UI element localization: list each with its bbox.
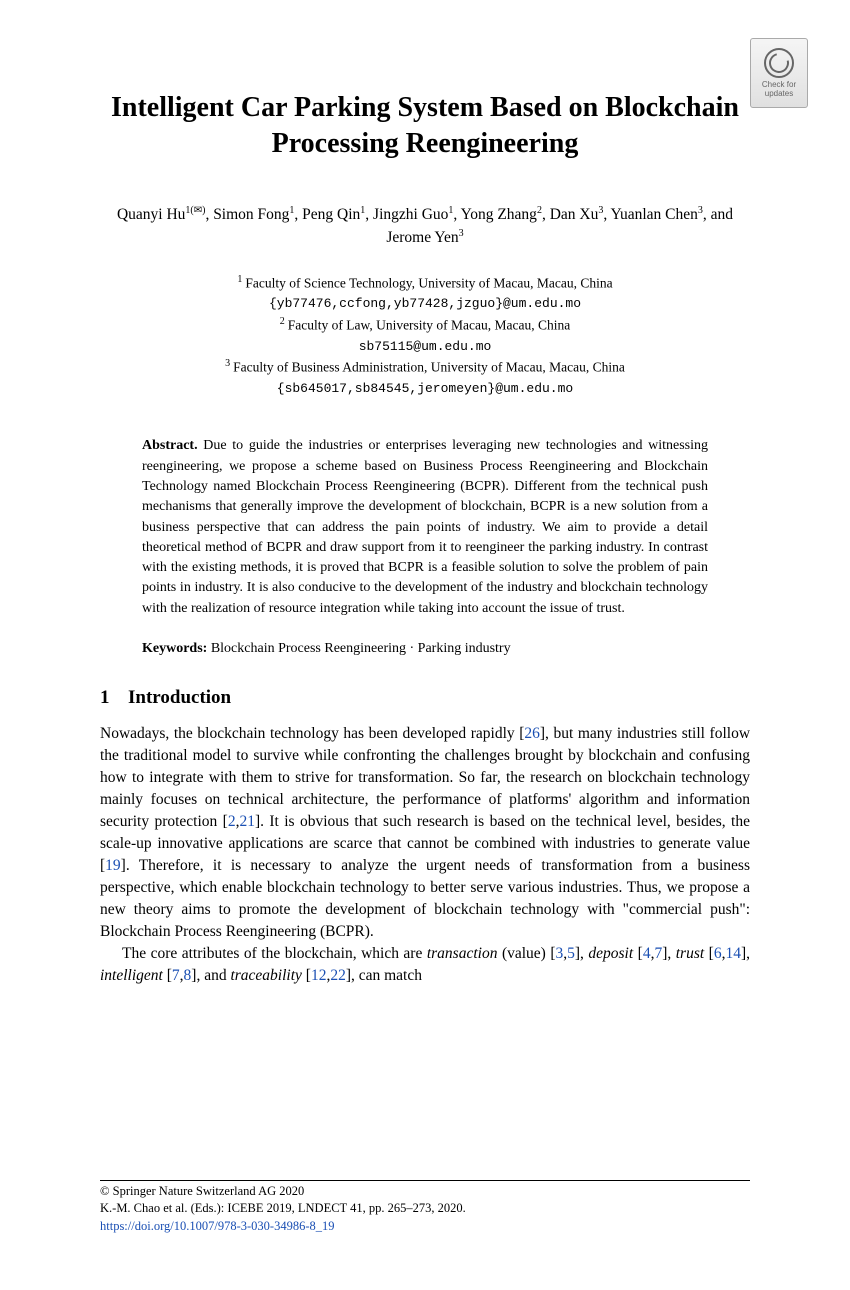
check-for-updates-badge[interactable]: Check forupdates bbox=[750, 38, 808, 108]
updates-icon bbox=[764, 48, 794, 78]
ref-14[interactable]: 14 bbox=[725, 945, 741, 962]
keywords-text: Blockchain Process Reengineering · Parki… bbox=[211, 641, 511, 656]
keywords-label: Keywords: bbox=[142, 641, 207, 656]
doi-link[interactable]: https://doi.org/10.1007/978-3-030-34986-… bbox=[100, 1219, 335, 1233]
ref-19[interactable]: 19 bbox=[105, 857, 121, 874]
affiliation-2: 2Faculty of Law, University of Macau, Ma… bbox=[100, 314, 750, 356]
ref-7b[interactable]: 7 bbox=[172, 967, 180, 984]
affiliation-3-email: {sb645017,sb84545,jeromeyen}@um.edu.mo bbox=[277, 381, 573, 396]
section-1-heading: 1Introduction bbox=[100, 687, 750, 709]
copyright-line: © Springer Nature Switzerland AG 2020 bbox=[100, 1183, 750, 1201]
citation-line: K.-M. Chao et al. (Eds.): ICEBE 2019, LN… bbox=[100, 1200, 750, 1218]
ref-4[interactable]: 4 bbox=[643, 945, 651, 962]
ref-22[interactable]: 22 bbox=[330, 967, 346, 984]
abstract-text: Due to guide the industries or enterpris… bbox=[142, 438, 708, 615]
paper-title: Intelligent Car Parking System Based on … bbox=[100, 90, 750, 163]
affiliations: 1Faculty of Science Technology, Universi… bbox=[100, 272, 750, 399]
ref-6[interactable]: 6 bbox=[714, 945, 722, 962]
ref-26[interactable]: 26 bbox=[524, 725, 540, 742]
ref-21[interactable]: 21 bbox=[239, 813, 255, 830]
authors-list: Quanyi Hu1(✉), Simon Fong1, Peng Qin1, J… bbox=[100, 203, 750, 250]
ref-2[interactable]: 2 bbox=[228, 813, 236, 830]
intro-paragraph-1: Nowadays, the blockchain technology has … bbox=[100, 723, 750, 943]
abstract-label: Abstract. bbox=[142, 438, 198, 453]
intro-paragraph-2: The core attributes of the blockchain, w… bbox=[100, 943, 750, 987]
ref-5[interactable]: 5 bbox=[567, 945, 575, 962]
affiliation-1: 1Faculty of Science Technology, Universi… bbox=[100, 272, 750, 314]
affiliation-1-email: {yb77476,ccfong,yb77428,jzguo}@um.edu.mo bbox=[269, 296, 581, 311]
affiliation-3: 3Faculty of Business Administration, Uni… bbox=[100, 356, 750, 398]
ref-12[interactable]: 12 bbox=[311, 967, 327, 984]
page-footer: © Springer Nature Switzerland AG 2020 K.… bbox=[100, 1180, 750, 1236]
badge-text: Check forupdates bbox=[762, 81, 796, 99]
keywords: Keywords: Blockchain Process Reengineeri… bbox=[142, 641, 708, 657]
introduction-body: Nowadays, the blockchain technology has … bbox=[100, 723, 750, 987]
abstract: Abstract. Due to guide the industries or… bbox=[142, 436, 708, 619]
affiliation-2-email: sb75115@um.edu.mo bbox=[359, 339, 492, 354]
